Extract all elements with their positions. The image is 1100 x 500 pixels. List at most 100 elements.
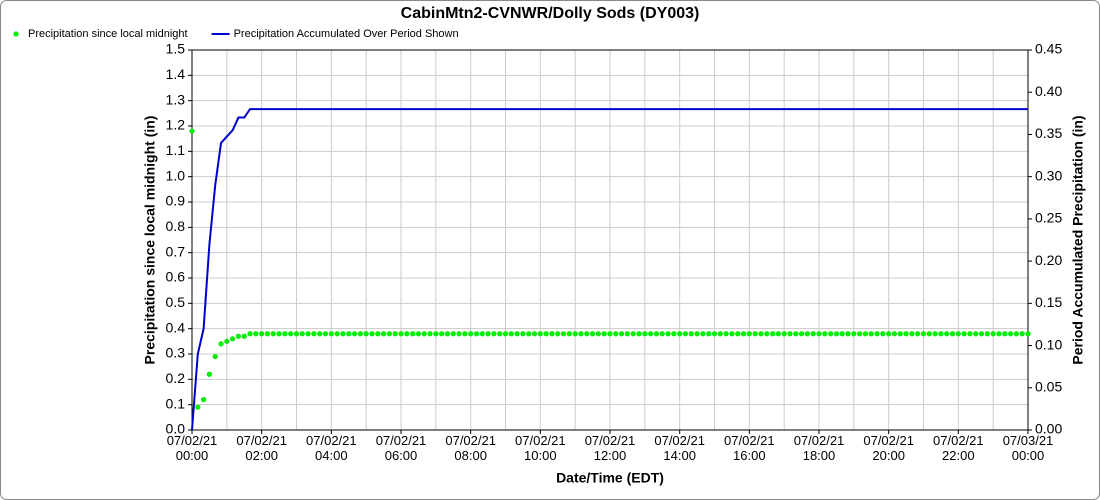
data-point (189, 128, 195, 134)
x-tick-label-line: 07/02/21 (933, 433, 984, 448)
x-axis-label: Date/Time (EDT) (556, 470, 664, 486)
data-point (706, 331, 712, 337)
data-point (740, 331, 747, 337)
data-point (375, 331, 381, 337)
y2-tick-label: 0.40 (1035, 83, 1062, 99)
data-point (758, 331, 764, 337)
legend-marker (13, 31, 19, 37)
data-point (288, 331, 294, 337)
data-point (514, 331, 520, 337)
data-point (415, 331, 422, 337)
y2-tick-label: 0.10 (1035, 336, 1062, 352)
data-point (1007, 331, 1014, 337)
y-tick-label: 1.0 (166, 167, 186, 183)
data-point (926, 331, 932, 337)
data-point (816, 331, 822, 337)
data-point (769, 331, 776, 337)
data-point (201, 397, 207, 403)
x-tick-label-line: 10:00 (524, 448, 557, 463)
data-point (938, 331, 944, 337)
data-point (700, 331, 706, 337)
data-point (317, 331, 323, 337)
y-tick-label: 1.5 (166, 41, 186, 57)
data-point (659, 331, 665, 337)
data-point (613, 331, 619, 337)
y2-tick-label: 0.30 (1035, 167, 1062, 183)
data-point (973, 331, 979, 337)
y2-tick-label: 0.20 (1035, 252, 1062, 268)
data-point (1019, 331, 1025, 337)
y2-axis-label: Period Accumulated Precipitation (in) (1070, 115, 1086, 364)
x-tick-label: 07/02/21 10:00 (515, 433, 566, 463)
y-tick-label: 0.8 (166, 218, 186, 234)
x-tick-label-line: 07/02/21 (167, 433, 218, 448)
data-point (949, 331, 956, 337)
x-tick-label-line: 00:00 (176, 448, 209, 463)
plot-border (191, 49, 1029, 431)
data-point (270, 331, 276, 337)
data-point (584, 331, 590, 337)
y-tick-label: 0.0 (166, 421, 186, 437)
data-point (282, 331, 288, 337)
data-point (479, 331, 485, 337)
data-point (439, 331, 445, 337)
data-point (897, 331, 903, 337)
y-tick-label: 0.5 (166, 294, 186, 310)
data-point (903, 331, 909, 337)
data-point (781, 331, 787, 337)
data-point (891, 331, 898, 337)
data-point (369, 331, 375, 337)
x-tick-label-line: 07/02/21 (794, 433, 845, 448)
x-tick-label: 07/02/21 22:00 (933, 433, 984, 463)
legend-label: Precipitation since local midnight (28, 28, 188, 40)
data-point (520, 331, 526, 337)
data-point (410, 331, 416, 337)
data-point (589, 331, 596, 337)
data-point (253, 331, 259, 337)
data-point (717, 331, 723, 337)
data-point (299, 331, 305, 337)
y-tick-label: 0.4 (166, 319, 186, 335)
data-point (990, 331, 996, 337)
x-tick-label-line: 14:00 (663, 448, 696, 463)
data-point (264, 331, 271, 337)
y-tick-label: 1.4 (166, 66, 186, 82)
data-point (491, 331, 497, 337)
data-point (392, 331, 398, 337)
x-tick-label-line: 06:00 (385, 448, 418, 463)
data-point (868, 331, 874, 337)
data-point (328, 331, 334, 337)
x-tick-label-line: 07/02/21 (585, 433, 636, 448)
data-point (537, 331, 543, 337)
data-point (798, 331, 805, 337)
chart-title: CabinMtn2-CVNWR/Dolly Sods (DY003) (401, 5, 700, 22)
data-point (526, 331, 532, 337)
data-point (473, 331, 480, 337)
y-tick-label: 1.2 (166, 117, 186, 133)
data-point (857, 331, 863, 337)
data-point (828, 331, 834, 337)
data-point (793, 331, 799, 337)
data-point (636, 331, 642, 337)
data-point (1025, 331, 1031, 337)
x-tick-label-line: 16:00 (733, 448, 766, 463)
data-point (549, 331, 555, 337)
data-point (218, 341, 224, 347)
data-point (711, 331, 718, 337)
data-point (566, 331, 572, 337)
x-tick-label-line: 07/02/21 (515, 433, 566, 448)
x-tick-label-line: 07/02/21 (236, 433, 287, 448)
x-tick-label: 07/02/21 04:00 (306, 433, 357, 463)
data-point (804, 331, 810, 337)
legend-label: Precipitation Accumulated Over Period Sh… (234, 28, 459, 40)
data-point (886, 331, 892, 337)
data-point (723, 331, 729, 337)
data-point (1002, 331, 1008, 337)
data-point (735, 331, 741, 337)
data-point (624, 331, 631, 337)
y-tick-label: 0.1 (166, 395, 186, 411)
data-point (775, 331, 781, 337)
data-point (746, 331, 752, 337)
data-point (607, 331, 613, 337)
